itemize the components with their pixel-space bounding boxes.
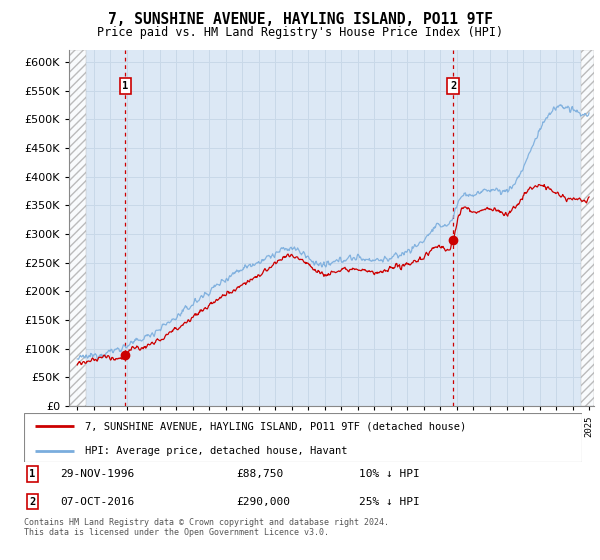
Text: £88,750: £88,750 xyxy=(236,469,283,479)
Text: 25% ↓ HPI: 25% ↓ HPI xyxy=(359,497,419,507)
Text: Contains HM Land Registry data © Crown copyright and database right 2024.
This d: Contains HM Land Registry data © Crown c… xyxy=(24,518,389,538)
Text: Price paid vs. HM Land Registry's House Price Index (HPI): Price paid vs. HM Land Registry's House … xyxy=(97,26,503,39)
Text: 7, SUNSHINE AVENUE, HAYLING ISLAND, PO11 9TF: 7, SUNSHINE AVENUE, HAYLING ISLAND, PO11… xyxy=(107,12,493,27)
Text: 07-OCT-2016: 07-OCT-2016 xyxy=(60,497,134,507)
Text: HPI: Average price, detached house, Havant: HPI: Average price, detached house, Hava… xyxy=(85,446,348,456)
Text: 7, SUNSHINE AVENUE, HAYLING ISLAND, PO11 9TF (detached house): 7, SUNSHINE AVENUE, HAYLING ISLAND, PO11… xyxy=(85,421,467,431)
Text: 10% ↓ HPI: 10% ↓ HPI xyxy=(359,469,419,479)
Text: £290,000: £290,000 xyxy=(236,497,290,507)
FancyBboxPatch shape xyxy=(24,413,582,462)
Text: 2: 2 xyxy=(450,81,456,91)
Text: 1: 1 xyxy=(122,81,128,91)
Text: 2: 2 xyxy=(29,497,35,507)
Text: 1: 1 xyxy=(29,469,35,479)
Text: 29-NOV-1996: 29-NOV-1996 xyxy=(60,469,134,479)
